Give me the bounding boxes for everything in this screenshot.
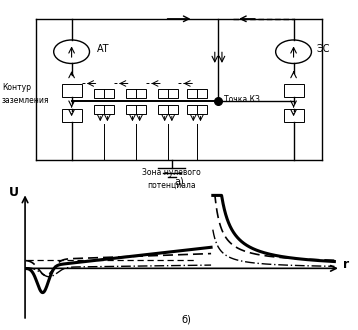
Text: Точка КЗ: Точка КЗ	[224, 95, 260, 104]
Bar	[158, 89, 178, 98]
Text: АТ: АТ	[97, 44, 109, 54]
Bar	[187, 89, 207, 98]
Text: U: U	[9, 186, 19, 199]
Bar	[126, 89, 146, 98]
Text: Контур
заземления: Контур заземления	[2, 83, 49, 105]
Bar	[126, 105, 146, 114]
Text: Зона нулевого
потенциала: Зона нулевого потенциала	[142, 168, 201, 189]
Text: а): а)	[174, 177, 184, 187]
Text: r: r	[343, 258, 349, 271]
Bar	[284, 84, 304, 97]
Bar	[94, 89, 114, 98]
Text: б): б)	[181, 314, 191, 324]
Text: ЭС: ЭС	[317, 44, 330, 54]
Bar	[158, 105, 178, 114]
Bar	[187, 105, 207, 114]
Bar	[284, 109, 304, 122]
Bar	[62, 84, 82, 97]
Bar	[94, 105, 114, 114]
Bar	[62, 109, 82, 122]
